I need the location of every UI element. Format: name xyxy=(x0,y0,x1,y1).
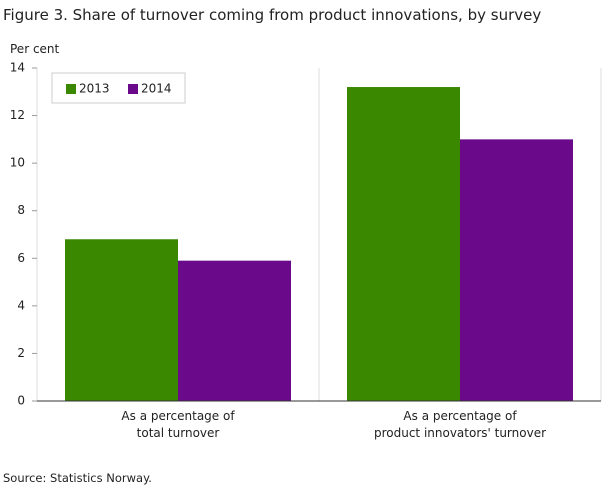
source: Source: Statistics Norway. xyxy=(3,471,152,485)
legend-swatch xyxy=(66,84,76,94)
y-tick-label: 8 xyxy=(17,203,25,217)
legend-swatch xyxy=(128,84,138,94)
bar xyxy=(460,139,573,401)
y-tick-label: 12 xyxy=(10,108,25,122)
legend: 2013 2014 xyxy=(51,72,186,104)
bar xyxy=(178,260,291,401)
y-tick-label: 14 xyxy=(10,61,25,75)
x-tick-label: As a percentage of product innovators' t… xyxy=(373,409,547,440)
legend-label: 2013 xyxy=(79,82,110,96)
legend-label: 2014 xyxy=(141,82,172,96)
y-tick-label: 4 xyxy=(17,298,25,312)
x-tick-label: As a percentage of total turnover xyxy=(121,409,235,440)
y-tick-label: 2 xyxy=(17,346,25,360)
y-tick-label: 6 xyxy=(17,251,25,265)
y-tick-label: 10 xyxy=(10,156,25,170)
chart-title: Figure 3. Share of turnover coming from … xyxy=(3,6,542,24)
bar xyxy=(347,87,460,402)
y-tick-label: 0 xyxy=(17,394,25,408)
y-axis-label: Per cent xyxy=(10,42,60,56)
bar xyxy=(65,239,178,401)
